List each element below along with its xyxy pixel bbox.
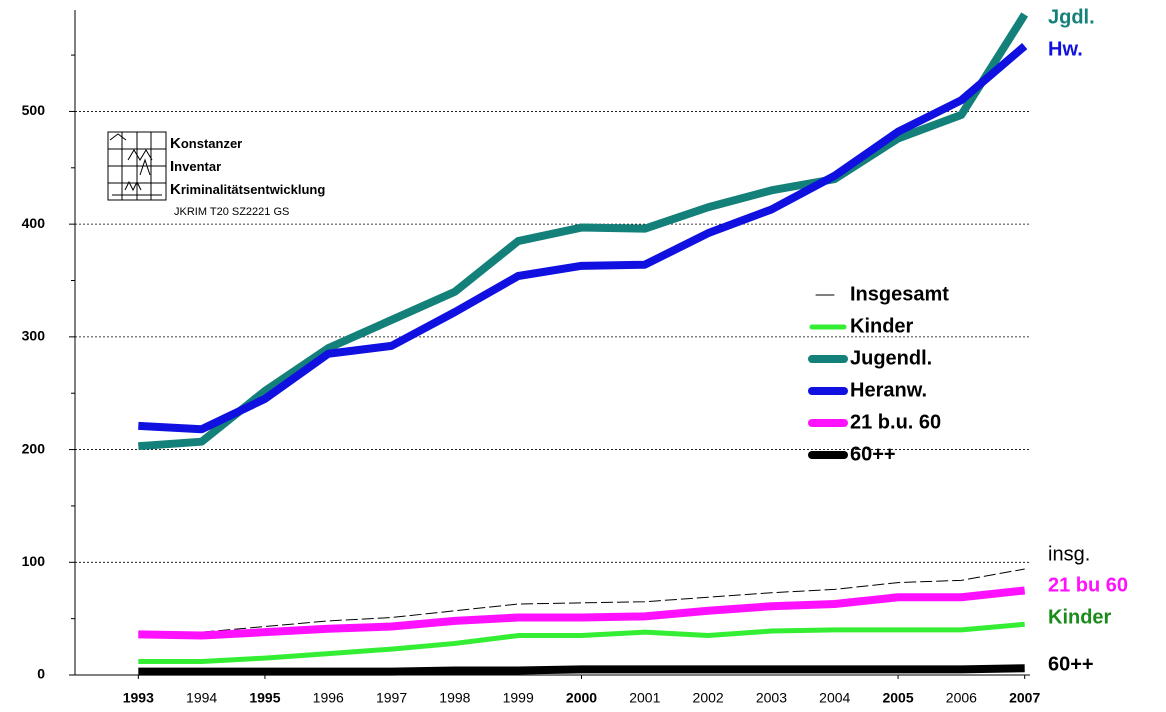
series-line — [138, 664, 1025, 676]
legend-label: Insgesamt — [850, 283, 949, 305]
y-tick-label: 100 — [22, 553, 46, 569]
legend-label: Jugendl. — [850, 347, 932, 369]
x-tick-label: 2000 — [566, 690, 597, 706]
x-tick-label: 2002 — [693, 690, 724, 706]
end-label: Hw. — [1048, 38, 1083, 60]
x-tick-label: 2007 — [1009, 690, 1040, 706]
logo-text: Inventar — [170, 158, 222, 175]
end-label: Kinder — [1048, 606, 1112, 628]
y-tick-label: 300 — [22, 328, 46, 344]
x-tick-label: 1994 — [186, 690, 217, 706]
series-line — [138, 43, 1028, 434]
x-tick-label: 2004 — [819, 690, 850, 706]
x-tick-label: 2003 — [756, 690, 787, 706]
series-line — [138, 586, 1026, 640]
series-line — [138, 12, 1029, 451]
y-tick-label: 500 — [22, 102, 46, 118]
end-label: insg. — [1048, 543, 1090, 565]
x-tick-label: 2006 — [946, 690, 977, 706]
y-tick-label: 0 — [37, 666, 45, 682]
x-tick-label: 1995 — [249, 690, 280, 706]
x-tick-label: 1996 — [313, 690, 344, 706]
x-tick-label: 1993 — [123, 690, 154, 706]
legend-label: 60++ — [850, 443, 896, 465]
series-line — [138, 621, 1025, 664]
x-tick-label: 1999 — [503, 690, 534, 706]
logo-text: Kriminalitätsentwicklung — [170, 181, 326, 198]
logo-text: Konstanzer — [170, 135, 243, 152]
series-line — [138, 568, 1025, 634]
legend-label: Heranw. — [850, 379, 927, 401]
x-tick-label: 1997 — [376, 690, 407, 706]
logo-icon — [107, 131, 167, 201]
y-tick-label: 200 — [22, 440, 46, 456]
x-tick-label: 2005 — [882, 690, 913, 706]
end-label: 60++ — [1048, 653, 1094, 675]
legend-label: 21 b.u. 60 — [850, 411, 941, 433]
end-label: 21 bu 60 — [1048, 574, 1128, 596]
x-tick-label: 1998 — [439, 690, 470, 706]
end-label: Jgdl. — [1048, 6, 1095, 28]
logo-code: JKRIM T20 SZ2221 GS — [174, 206, 290, 218]
legend-label: Kinder — [850, 315, 914, 337]
y-tick-label: 400 — [22, 215, 46, 231]
x-tick-label: 2001 — [629, 690, 660, 706]
